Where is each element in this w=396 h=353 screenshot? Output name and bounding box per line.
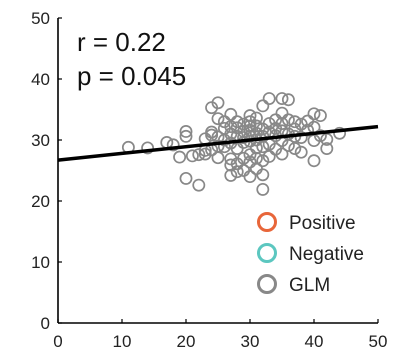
data-point [230, 121, 244, 135]
y-tick-label: 20 [31, 192, 50, 211]
data-point [275, 117, 289, 130]
data-point [294, 131, 308, 145]
x-tick-label: 20 [177, 332, 196, 351]
legend-marker-glm [257, 274, 277, 294]
data-point [275, 92, 289, 105]
data-point [166, 138, 180, 152]
data-point [256, 154, 270, 168]
data-point [281, 113, 295, 127]
data-point [281, 93, 295, 107]
legend-marker-positive [257, 212, 277, 232]
legend-marker-negative [257, 243, 277, 263]
data-point [224, 168, 238, 182]
data-point [141, 141, 155, 155]
axes: 0 10 20 30 40 50 0 10 20 30 40 50 [31, 9, 387, 351]
data-point [256, 182, 270, 196]
data-point [307, 107, 321, 121]
data-point [281, 139, 295, 152]
y-tick-label: 30 [31, 131, 50, 150]
data-point [301, 123, 315, 137]
data-point [262, 92, 276, 105]
data-point [320, 132, 334, 146]
data-point [192, 148, 206, 162]
data-point [288, 142, 302, 155]
data-point [256, 168, 270, 182]
data-point [211, 112, 225, 126]
regression-line [57, 124, 379, 162]
data-point [256, 99, 270, 113]
data-point [333, 126, 347, 140]
legend: Positive Negative GLM [257, 212, 364, 296]
x-tick-label: 10 [113, 332, 132, 351]
data-point [224, 107, 238, 121]
data-point [230, 115, 244, 129]
correlation-r-annotation: r = 0.22 [77, 27, 166, 57]
data-point [211, 151, 225, 165]
data-point [243, 170, 257, 184]
data-point [288, 115, 302, 129]
data-point [185, 149, 199, 163]
data-point [179, 125, 193, 138]
data-point [243, 155, 257, 169]
data-point [237, 131, 251, 145]
data-point [179, 129, 193, 143]
data-point [211, 96, 225, 110]
x-tick-label: 50 [369, 332, 388, 351]
data-point [198, 147, 212, 161]
data-point [243, 148, 257, 162]
data-point [320, 142, 334, 155]
x-tick-label: 30 [241, 332, 260, 351]
data-point [275, 147, 289, 161]
data-point [179, 171, 193, 185]
legend-label-positive: Positive [289, 213, 356, 234]
data-point [307, 154, 321, 168]
data-point [313, 129, 327, 143]
legend-label-negative: Negative [289, 244, 364, 265]
data-point [294, 145, 308, 159]
x-axis-ticks: 0 10 20 30 40 50 [53, 319, 387, 351]
data-point [249, 119, 263, 133]
data-point [256, 140, 270, 154]
data-point [313, 109, 327, 123]
legend-label-glm: GLM [289, 275, 330, 296]
x-tick-label: 40 [305, 332, 324, 351]
y-tick-label: 0 [41, 314, 50, 333]
data-points-layer [121, 92, 347, 196]
data-point [249, 111, 263, 125]
y-tick-label: 40 [31, 70, 50, 89]
data-point [192, 178, 206, 192]
data-point [205, 128, 219, 142]
y-tick-label: 10 [31, 253, 50, 272]
data-point [269, 113, 283, 127]
data-point [237, 151, 251, 165]
data-point [230, 165, 244, 179]
data-point [173, 150, 187, 164]
data-point [243, 129, 257, 143]
data-point [160, 135, 174, 149]
p-value-annotation: p = 0.045 [77, 61, 186, 91]
data-point [243, 115, 257, 129]
y-tick-label: 50 [31, 9, 50, 28]
x-tick-label: 0 [53, 332, 62, 351]
y-axis-ticks: 0 10 20 30 40 50 [31, 9, 62, 333]
data-point [262, 150, 276, 163]
